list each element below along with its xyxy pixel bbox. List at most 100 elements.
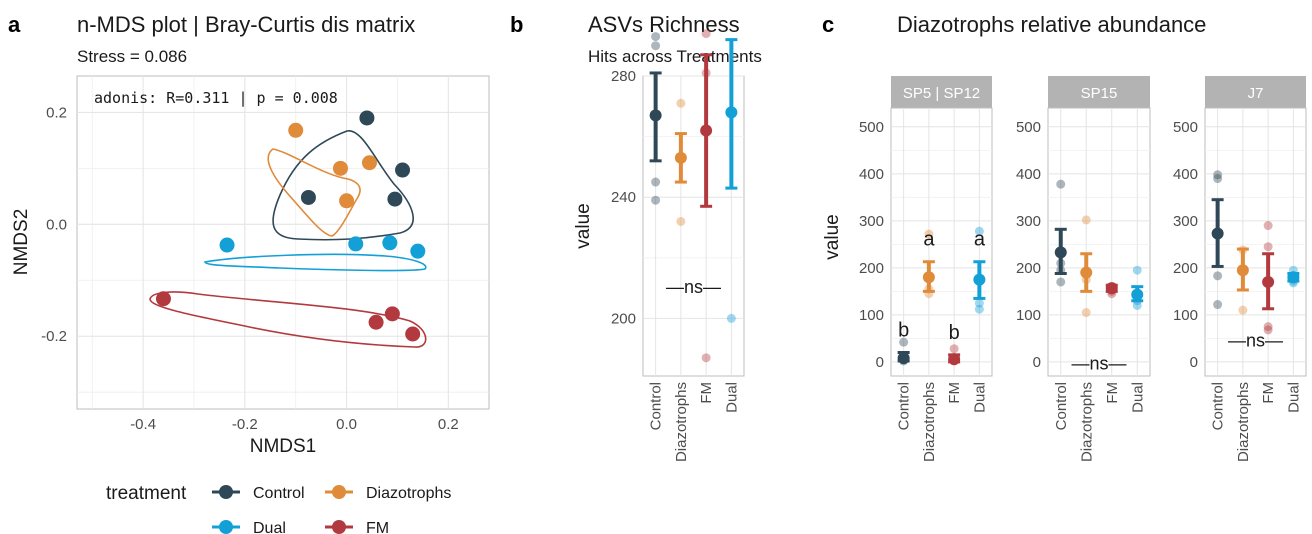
y-tick-label: 280 [611,68,636,85]
richness-subtitle: Hits across Treatments [588,47,762,66]
mean-point-diazotrophs [1080,266,1093,279]
x-tick-label: 0.2 [438,416,459,433]
raw-point-control [1056,277,1066,287]
nmds-tick-labels: -0.4 -0.2 0.0 0.2 0.2 0.0 -0.2 [41,104,459,433]
facet-strip-label: SP5 | SP12 [903,85,980,102]
raw-point-control [899,337,909,347]
raw-point-control [1213,170,1223,180]
facet-strip-label: SP15 [1081,85,1118,102]
mean-point-diazotrophs [922,271,935,284]
mean-point-control [649,109,662,122]
nmds-plot-area [76,75,490,410]
abundance-y-axis-title: value [822,214,843,259]
legend-item-fm: FM [325,520,389,534]
raw-point-control [1213,300,1223,310]
raw-point-fm [1263,221,1273,231]
x-tick-label-diazotrophs: Diazotrophs [1235,382,1252,462]
mean-point-dual [973,273,986,286]
raw-point-control [651,195,661,205]
mean-point-control [1211,227,1224,240]
raw-point-dual [1132,300,1142,310]
point-fm [405,326,421,342]
significance-letter: a [923,229,935,251]
adonis-annotation: adonis: R=0.311 | p = 0.008 [94,89,338,107]
point-fm [155,291,171,307]
panel-label-a: a [8,12,21,37]
abundance-title: Diazotrophs relative abundance [897,12,1206,37]
x-tick-label-dual: Dual [1285,382,1302,413]
panel-c: c Diazotrophs relative abundance SP5 | S… [822,12,1307,462]
point-diazotrophs [332,160,348,176]
y-tick-label: 500 [1016,119,1041,136]
y-tick-label: 0.2 [46,104,67,121]
significance-label: —ns— [666,277,721,297]
nmds-hulls [149,130,427,348]
hull-control [272,130,414,241]
mean-point-diazotrophs [674,151,687,164]
raw-point-control [1056,179,1066,189]
y-tick-label: 400 [859,166,884,183]
raw-point-dual [1132,265,1142,275]
raw-point-dual [726,313,736,323]
y-tick-label: -0.2 [41,328,67,345]
y-tick-label: 0.0 [46,216,67,233]
facet-j7: J7 0 100 200 300 400 500 Control Diazotrophs FM Du… [1173,76,1307,462]
significance-label: —ns— [1071,354,1126,374]
y-tick-label: 200 [1016,260,1041,277]
legend-label-fm: FM [366,520,389,534]
x-tick-label-fm: FM [698,382,715,404]
point-fm [368,314,384,330]
richness-content: 200 240 280 Control Diazotrophs FM Dual —ns— [611,29,744,462]
raw-point-fm [1263,242,1273,252]
richness-y-axis-title: value [573,203,594,248]
x-tick-label: -0.2 [232,416,258,433]
mean-point-diazotrophs [1236,264,1249,277]
y-tick-label: 0 [876,354,884,371]
x-tick-label-control: Control [648,382,665,430]
facet-plot-area [1047,107,1151,377]
hull-diazotrophs [267,148,361,237]
y-tick-label: 400 [1173,166,1198,183]
hull-dual [204,253,427,272]
legend-item-diazotrophs: Diazotrophs [325,485,451,502]
y-tick-label: 100 [859,307,884,324]
x-tick-label-control: Control [896,382,913,430]
y-tick-label: 300 [1016,213,1041,230]
hull-fm [149,291,427,348]
y-tick-label: 100 [1016,307,1041,324]
x-tick-label-dual: Dual [971,382,988,413]
facet-strip [1048,76,1150,108]
facet-sp5-sp12: SP5 | SP12 0 100 200 300 400 500 Control b Diazot… [859,76,993,462]
legend-item-control: Control [212,485,305,502]
abundance-facets: SP5 | SP12 0 100 200 300 400 500 Control b Diazot… [859,76,1307,462]
x-tick-label-fm: FM [1104,382,1121,404]
x-tick-label-dual: Dual [1129,382,1146,413]
y-tick-label: 300 [859,213,884,230]
point-fm [384,306,400,322]
nmds-title: n-MDS plot | Bray-Curtis dis matrix [77,12,415,37]
nmds-points [155,110,426,342]
significance-letter: b [898,319,909,341]
nmds-x-axis-title: NMDS1 [250,436,317,457]
x-tick-label: -0.4 [130,416,156,433]
y-tick-label: 0 [1033,354,1041,371]
x-tick-label-control: Control [1210,382,1227,430]
panel-label-b: b [510,12,523,37]
raw-point-fm [949,344,959,354]
y-tick-label: 500 [859,119,884,136]
nmds-subtitle: Stress = 0.086 [77,47,187,66]
point-diazotrophs [361,155,377,171]
x-tick-label-diazotrophs: Diazotrophs [673,382,690,462]
y-tick-label: 200 [859,260,884,277]
raw-point-control [1213,174,1223,184]
y-tick-label: 100 [1173,307,1198,324]
mean-point-control [1054,246,1067,259]
legend-label-dual: Dual [253,520,286,534]
significance-label: —ns— [1228,331,1283,351]
mean-point-dual [1131,288,1144,301]
mean-point-fm [1262,275,1275,288]
point-dual [410,243,426,259]
raw-point-diazotrophs [1238,305,1248,315]
point-dual [219,237,235,253]
